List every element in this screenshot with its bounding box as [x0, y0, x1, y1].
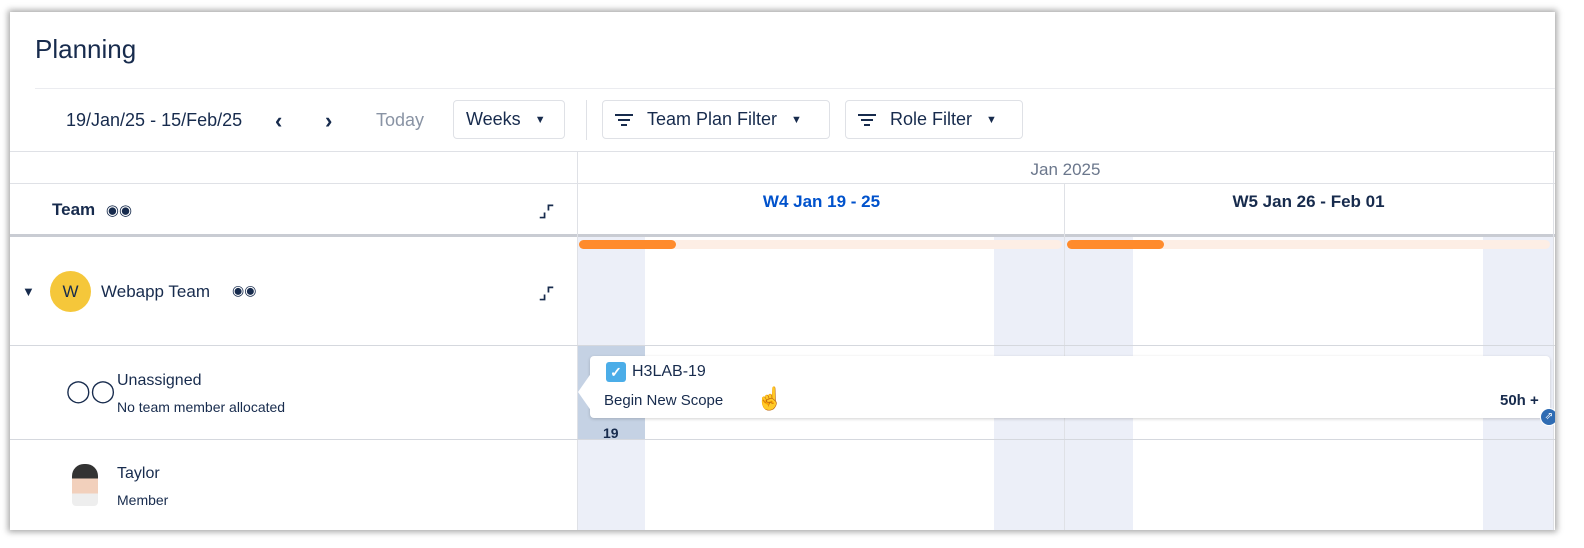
- team-icon: ◉◉: [232, 282, 257, 298]
- capacity-bar-w4: [579, 240, 1062, 249]
- collapse-icon[interactable]: ⌟⌜: [539, 286, 554, 303]
- week-header-w5[interactable]: W5 Jan 26 - Feb 01: [1232, 192, 1385, 211]
- task-summary: Begin New Scope: [604, 392, 724, 409]
- caret-down-icon: ▼: [791, 113, 802, 126]
- date-range: 19/Jan/25 - 15/Feb/25: [66, 110, 243, 130]
- planning-window: Planning 19/Jan/25 - 15/Feb/25 ‹ › Today…: [10, 12, 1555, 530]
- expand-toggle-icon[interactable]: ▼: [22, 284, 35, 299]
- week-header-w4[interactable]: W4 Jan 19 - 25: [762, 192, 881, 211]
- today-button[interactable]: Today: [376, 110, 425, 130]
- link-icon[interactable]: ⇗: [1540, 408, 1555, 426]
- task-card[interactable]: [590, 356, 1550, 418]
- team-icon: ◉◉: [105, 202, 133, 219]
- page-title: Planning: [35, 34, 137, 64]
- hand-cursor-icon: ☝: [756, 386, 784, 411]
- caret-down-icon: ▼: [986, 113, 997, 126]
- group-icon: ◯◯: [66, 378, 116, 403]
- task-hours[interactable]: 50h +: [1500, 392, 1539, 409]
- card-arrow: [578, 372, 592, 412]
- team-plan-filter-button[interactable]: Team Plan Filter ▼: [602, 100, 830, 139]
- member-subtitle: No team member allocated: [117, 399, 286, 415]
- divider: [586, 100, 587, 140]
- collapse-icon[interactable]: ⌟⌜: [539, 204, 554, 221]
- team-name[interactable]: Webapp Team: [101, 282, 210, 301]
- member-subtitle: Member: [117, 492, 169, 508]
- role-filter-button[interactable]: Role Filter ▼: [845, 100, 1023, 139]
- member-name: Taylor: [117, 465, 160, 482]
- start-day-label: 19: [603, 425, 619, 441]
- filter-icon: [615, 111, 633, 129]
- filter-icon: [858, 111, 876, 129]
- view-select[interactable]: Weeks ▼: [453, 100, 565, 139]
- month-label: Jan 2025: [1030, 160, 1101, 179]
- avatar: [72, 464, 98, 506]
- capacity-bar-w5: [1067, 240, 1550, 249]
- chevron-right-icon[interactable]: ›: [325, 108, 333, 133]
- task-key[interactable]: H3LAB-19: [632, 363, 706, 380]
- divider: [35, 88, 1555, 89]
- member-name: Unassigned: [117, 372, 202, 389]
- team-avatar: W: [50, 271, 91, 312]
- view-select-value: Weeks: [466, 109, 521, 129]
- chevron-left-icon[interactable]: ‹: [275, 108, 283, 133]
- role-filter-label: Role Filter: [890, 109, 973, 129]
- task-type-icon: ✓: [606, 362, 626, 382]
- team-plan-filter-label: Team Plan Filter: [647, 109, 778, 129]
- caret-down-icon: ▼: [534, 113, 546, 126]
- team-header: Team ◉◉: [52, 200, 133, 219]
